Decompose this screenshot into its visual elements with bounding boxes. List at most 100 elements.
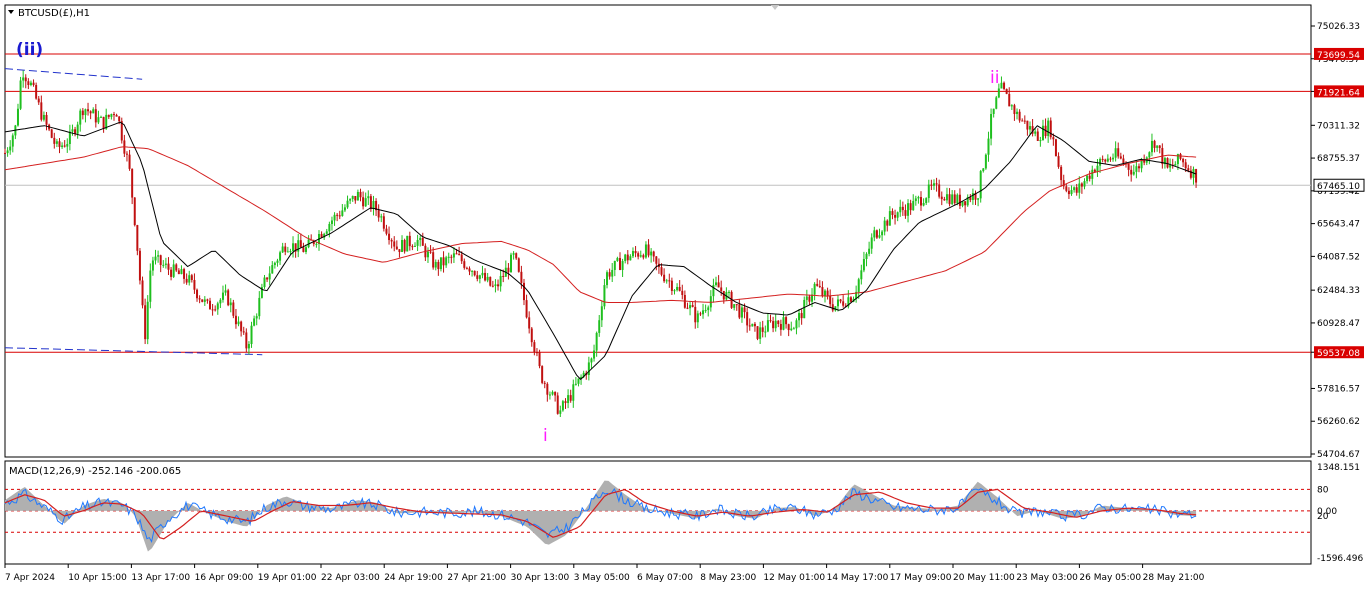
candle-body [1122,158,1125,164]
candle-body [779,324,782,330]
candle-body [660,267,663,275]
moving-averages [4,121,1197,381]
candle-body [891,211,894,215]
candle-body [670,280,673,291]
candle-body [727,291,730,293]
candle-body [112,114,115,116]
candle-body [398,249,401,252]
candle-body [886,220,889,226]
candle-body [305,247,308,252]
candle-body [463,261,466,268]
time-tick-label: 24 Apr 19:00 [384,573,443,583]
candle-body [769,320,772,322]
candle-body [234,315,237,325]
candle-body [764,331,767,333]
candle-body [1088,175,1091,179]
candle-body [520,271,523,283]
candle-body [325,231,328,234]
candle-body [836,299,839,307]
candle-body [517,258,520,272]
candle-body [766,320,769,332]
candle-body [512,253,515,255]
candle-body [945,194,948,201]
scroll-to-end-icon[interactable] [771,5,779,10]
symbol-menu-arrow-icon[interactable] [8,10,14,14]
candle-body [761,327,764,332]
candle-body [956,194,959,204]
candle-body [590,358,593,363]
candle-body [79,110,82,125]
candle-body [115,114,118,117]
candle-body [118,116,121,122]
macd-tick-label: 20 [1317,512,1329,522]
candle-body [1106,158,1109,162]
candle-body [167,263,170,270]
candle-body [577,378,580,384]
candle-body [997,88,1000,98]
candle-body [580,376,583,379]
candle-body [297,240,300,252]
candle-body [798,313,801,321]
candle-body [413,245,416,247]
candle-body [284,246,287,252]
candle-body [613,260,616,270]
candle-body [214,309,217,311]
candle-body [535,352,538,354]
candle-body [55,141,58,144]
candle-body [50,129,53,138]
candle-body [87,109,90,112]
candle-body [831,304,834,311]
price-tick-label: 54704.67 [1317,450,1360,460]
candle-body [1101,158,1104,160]
candle-body [753,323,756,327]
candle-body [510,254,513,273]
price-tick-label: 57816.57 [1317,384,1360,394]
candle-body [639,255,642,257]
candle-body [823,290,826,296]
candle-body [829,295,832,305]
candle-body [1163,158,1166,165]
candle-body [292,243,295,252]
candle-body [735,304,738,306]
candle-body [1117,148,1120,157]
candle-body [922,203,925,206]
candle-body [63,145,66,147]
candle-body [403,240,406,252]
price-pane[interactable] [4,4,1312,458]
candle-body [707,307,710,311]
candle-body [359,191,362,198]
candle-body [110,114,113,117]
candle-body [1003,82,1006,89]
level-price-tag-label: 71921.64 [1317,88,1360,98]
candle-body [58,141,61,147]
candle-body [821,287,824,296]
candle-body [364,198,367,207]
candle-body [473,270,476,276]
wave-label-ii-major: (ii) [16,40,43,60]
candle-body [255,316,258,319]
candle-body [426,251,429,258]
candle-body [528,317,531,329]
candle-body [787,324,790,331]
candle-body [341,210,344,216]
candle-body [489,276,492,286]
candle-body [964,201,967,206]
candle-body [977,198,980,200]
candle-body [346,200,349,208]
candle-body [990,113,993,139]
candle-body [873,230,876,238]
candle-body [281,246,284,253]
candle-body [870,237,873,249]
candle-body [183,269,186,279]
candle-body [1052,137,1055,140]
candle-body [16,108,19,126]
candle-body [66,144,69,147]
candle-body [743,307,746,313]
candle-body [1080,183,1083,187]
candle-body [445,257,448,266]
candle-body [1132,171,1135,175]
level-price-tag [1314,346,1364,359]
candle-body [1093,169,1096,172]
